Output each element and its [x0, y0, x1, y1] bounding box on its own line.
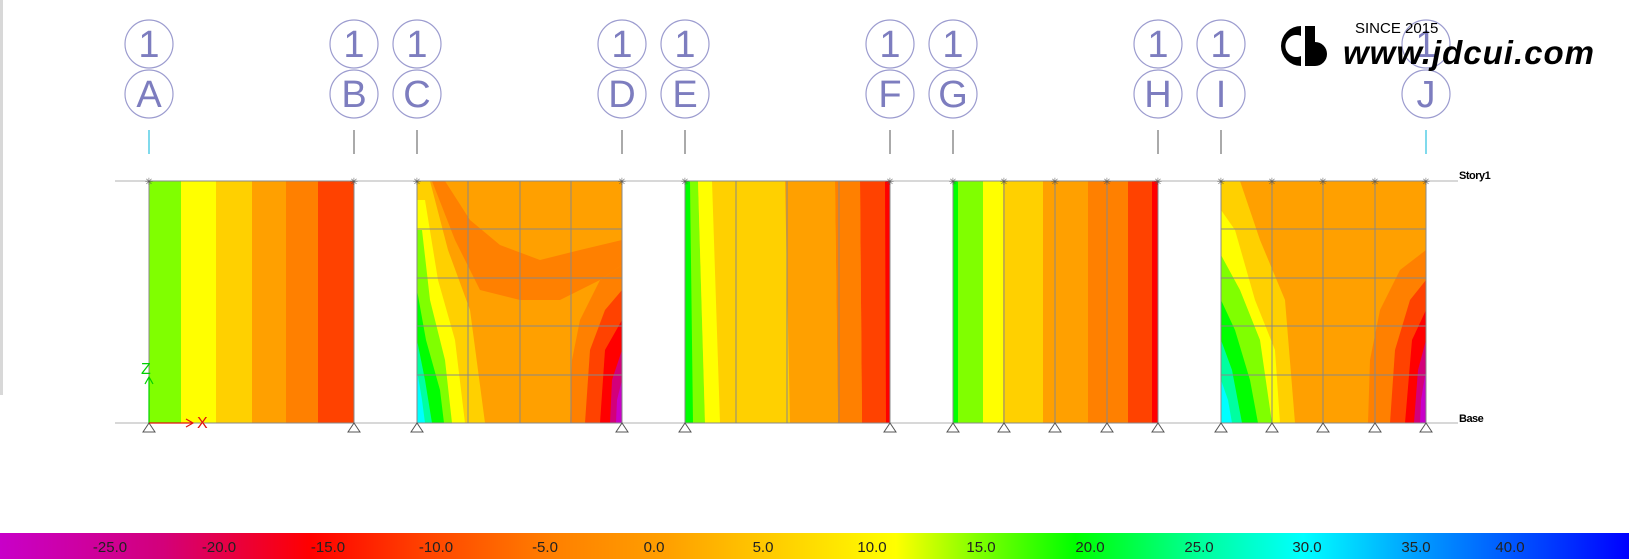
- axis-x-label: X: [197, 415, 208, 432]
- svg-text:✳: ✳: [1371, 177, 1379, 188]
- grid-bubble-number: 1: [1415, 24, 1436, 66]
- grid-bubble-h[interactable]: 1 H: [1133, 19, 1183, 119]
- grid-bubble-j[interactable]: 1 J: [1401, 19, 1451, 119]
- svg-text:✳: ✳: [350, 177, 358, 188]
- base-supports: [142, 422, 1433, 433]
- scale-label: -25.0: [93, 539, 127, 556]
- wall-panel-i-j[interactable]: [1220, 180, 1427, 424]
- grid-bubble-number: 1: [611, 24, 632, 66]
- scale-label: 5.0: [753, 539, 774, 556]
- svg-text:✳: ✳: [1000, 177, 1008, 188]
- story-label-story1: Story1: [1459, 170, 1491, 182]
- scale-label: 25.0: [1184, 539, 1213, 556]
- svg-text:✳: ✳: [886, 177, 894, 188]
- svg-text:✳: ✳: [413, 177, 421, 188]
- grid-bubble-number: 1: [674, 24, 695, 66]
- grid-bubble-number: 1: [1147, 24, 1168, 66]
- wall-panel-c-d[interactable]: [416, 180, 623, 424]
- svg-text:✳: ✳: [1154, 177, 1162, 188]
- scale-label: 0.0: [644, 539, 665, 556]
- color-scale-bar: [0, 533, 1629, 559]
- grid-bubble-a[interactable]: 1 A: [124, 19, 174, 119]
- scale-label: -5.0: [532, 539, 558, 556]
- svg-text:✳: ✳: [1051, 177, 1059, 188]
- story1-joints: ✳ ✳ ✳ ✳ ✳ ✳ ✳ ✳ ✳ ✳ ✳ ✳ ✳ ✳ ✳ ✳: [145, 177, 1430, 188]
- svg-text:✳: ✳: [1268, 177, 1276, 188]
- scale-label: 20.0: [1075, 539, 1104, 556]
- axis-z-label: Z: [141, 361, 151, 378]
- grid-bubble-e[interactable]: 1 E: [660, 19, 710, 119]
- grid-bubble-g[interactable]: 1 G: [928, 19, 978, 119]
- watermark-logo: SINCE 2015 www.jdcui.com: [1275, 14, 1605, 84]
- grid-bubble-number: 1: [1210, 24, 1231, 66]
- grid-bubble-letter: J: [1417, 74, 1436, 116]
- wall-panel-e-f[interactable]: [684, 180, 891, 424]
- wall-panel-g-h[interactable]: [952, 180, 1159, 424]
- grid-bubble-letter: A: [136, 74, 162, 116]
- watermark-since: SINCE 2015: [1355, 20, 1439, 37]
- scale-label: 10.0: [857, 539, 886, 556]
- grid-bubble-number: 1: [942, 24, 963, 66]
- svg-text:✳: ✳: [145, 177, 153, 188]
- grid-bubble-c[interactable]: 1 C: [392, 19, 442, 119]
- svg-text:✳: ✳: [681, 177, 689, 188]
- svg-text:✳: ✳: [1422, 177, 1430, 188]
- scale-label: 30.0: [1292, 539, 1321, 556]
- grid-bubble-number: 1: [138, 24, 159, 66]
- grid-bubble-letter: D: [608, 74, 635, 116]
- grid-bubble-b[interactable]: 1 B: [329, 19, 379, 119]
- grid-bubble-f[interactable]: 1 F: [865, 19, 915, 119]
- cd-logo-icon: [1281, 26, 1327, 66]
- svg-text:✳: ✳: [1103, 177, 1111, 188]
- svg-text:✳: ✳: [1217, 177, 1225, 188]
- window-edge: [0, 0, 3, 395]
- svg-text:✳: ✳: [949, 177, 957, 188]
- axes-indicator: Z X: [141, 361, 208, 432]
- grid-bubble-letter: I: [1216, 74, 1227, 116]
- grid-bubble-number: 1: [343, 24, 364, 66]
- watermark-url: www.jdcui.com: [1343, 34, 1595, 71]
- scale-label: 35.0: [1401, 539, 1430, 556]
- scale-label: -15.0: [311, 539, 345, 556]
- story-label-base: Base: [1459, 413, 1484, 425]
- grid-bubble-number: 1: [406, 24, 427, 66]
- wall-panel-a-b[interactable]: [148, 180, 355, 424]
- grid-bubble-number: 1: [879, 24, 900, 66]
- grid-bubble-d[interactable]: 1 D: [597, 19, 647, 119]
- grid-bubble-letter: C: [403, 74, 430, 116]
- scale-label: 15.0: [966, 539, 995, 556]
- grid-ticks: [148, 130, 1427, 154]
- grid-bubble-letter: E: [672, 74, 697, 116]
- grid-bubble-letter: H: [1144, 74, 1171, 116]
- grid-bubble-letter: B: [341, 74, 366, 116]
- color-scale-legend: -25.0 -20.0 -15.0 -10.0 -5.0 0.0 5.0 10.…: [0, 533, 1629, 559]
- scale-label: 40.0: [1495, 539, 1524, 556]
- svg-text:✳: ✳: [618, 177, 626, 188]
- grid-bubble-i[interactable]: 1 I: [1196, 19, 1246, 119]
- scale-label: -20.0: [202, 539, 236, 556]
- svg-text:✳: ✳: [1319, 177, 1327, 188]
- grid-bubble-letter: G: [938, 74, 968, 116]
- grid-bubble-letter: F: [878, 74, 901, 116]
- scale-label: -10.0: [419, 539, 453, 556]
